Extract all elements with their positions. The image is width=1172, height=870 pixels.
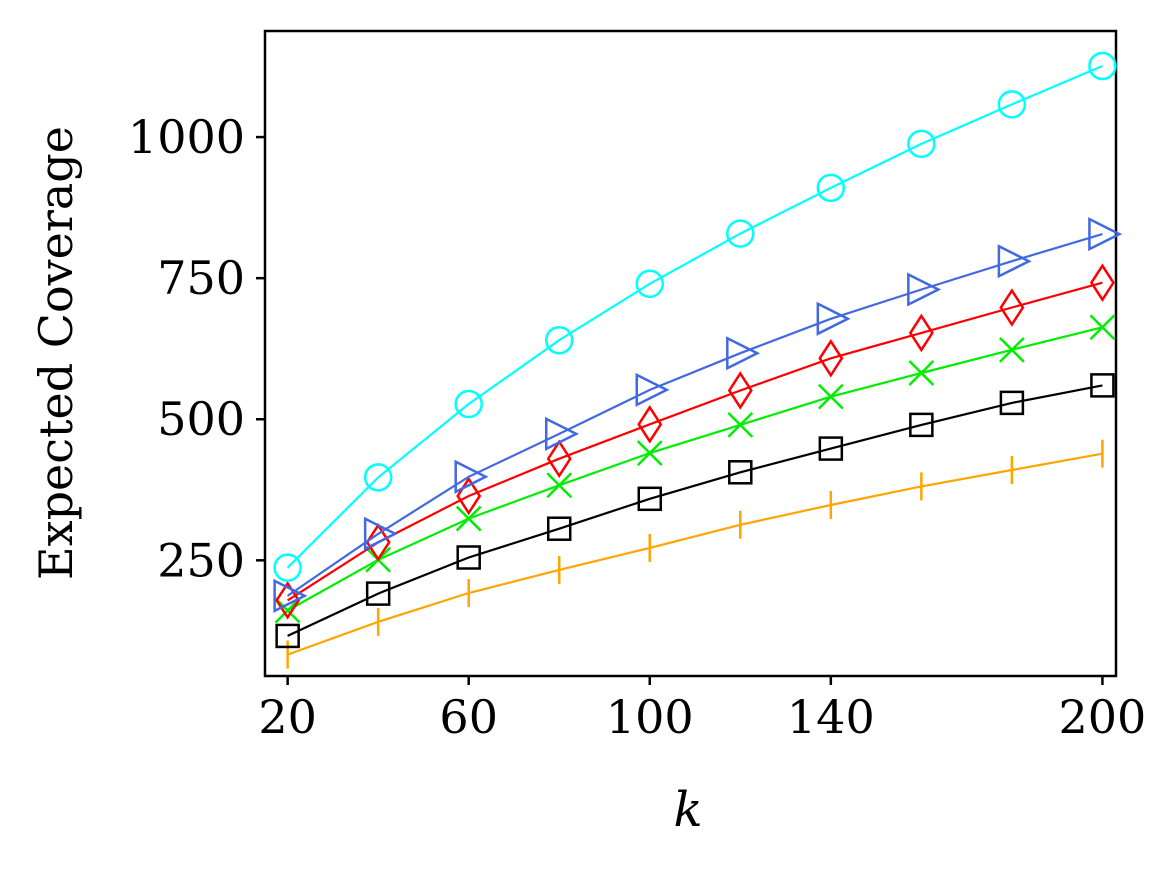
point-marker-x [455,505,482,532]
point-marker-circle [816,173,846,203]
point-marker-x [999,336,1025,363]
point-marker-diamond [818,338,844,378]
series-line [287,384,1103,637]
series-black-square [275,373,1115,649]
point-marker-diamond [908,313,934,353]
point-marker-x [727,412,754,438]
series-green-x [274,314,1116,624]
point-marker-square [365,581,391,606]
point-marker-x [908,360,935,386]
point-marker-square [999,390,1025,416]
point-marker-circle [1088,51,1117,81]
series-layer [273,51,1123,669]
point-marker-triangle [635,372,670,407]
series-line [287,281,1103,602]
point-marker-square [1090,373,1115,398]
point-marker-diamond [999,288,1025,327]
y-axis-label: Expected Coverage [29,126,83,580]
point-marker-triangle [726,336,761,371]
series-orange-vline [286,439,1104,669]
plot-frame [263,29,1118,678]
x-tick-label: 200 [1059,690,1147,744]
x-tick-label: 100 [606,690,694,744]
point-marker-triangle [363,516,398,551]
point-marker-circle [454,389,483,419]
x-tick-label: 140 [787,690,875,744]
point-marker-circle [635,269,665,299]
x-tick-label: 60 [439,690,498,744]
y-tick-label: 1000 [128,110,245,164]
point-marker-diamond [546,439,572,479]
series-line [287,452,1103,656]
point-marker-triangle [1088,217,1123,252]
point-marker-diamond [727,371,753,410]
point-marker-triangle [273,578,308,613]
series-blue-triangle [273,217,1123,613]
point-marker-square [275,623,300,649]
series-cyan-circle [273,51,1117,582]
point-marker-square [728,460,753,485]
x-tick-label: 20 [258,690,317,744]
point-marker-square [637,486,663,512]
point-marker-square [456,545,481,570]
y-axis: 250 500 750 1000 [128,110,265,587]
point-marker-x [817,383,844,410]
point-marker-diamond [365,522,391,562]
point-marker-triangle [544,416,580,451]
point-marker-triangle [907,272,942,307]
point-marker-circle [726,219,755,248]
x-axis-label: k [673,782,702,838]
point-marker-circle [363,463,393,492]
point-marker-circle [997,90,1027,119]
x-axis: 20 60 100 140 200 [258,676,1146,744]
point-marker-square [818,436,844,461]
series-red-diamond [275,263,1115,620]
y-tick-label: 250 [157,533,245,587]
y-tick-label: 750 [157,251,245,305]
point-marker-circle [907,129,936,159]
point-marker-circle [544,325,574,355]
point-marker-diamond [1089,263,1115,302]
point-marker-triangle [816,301,851,336]
point-marker-x [274,597,301,624]
point-marker-square [909,412,934,438]
point-marker-triangle [997,244,1032,279]
point-marker-x [636,440,663,466]
point-marker-x [1089,314,1116,341]
point-marker-diamond [637,405,663,444]
point-marker-diamond [275,581,301,620]
point-marker-x [546,472,573,499]
point-marker-triangle [454,459,489,494]
series-line [286,64,1103,569]
point-marker-square [546,516,572,541]
y-tick-label: 500 [157,392,245,446]
point-marker-circle [273,553,302,582]
series-line [286,233,1103,597]
series-line [287,326,1103,612]
